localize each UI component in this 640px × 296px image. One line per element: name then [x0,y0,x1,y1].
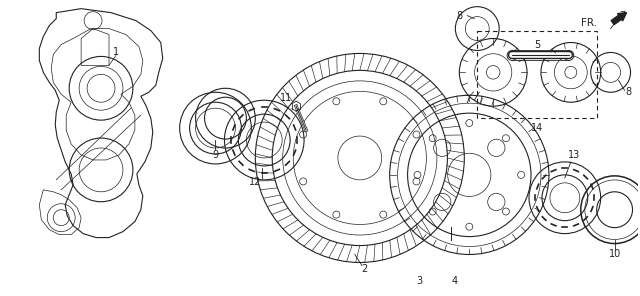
Text: 4: 4 [451,276,458,286]
Text: 7: 7 [464,95,470,105]
Text: FR.: FR. [580,17,596,28]
Text: 9: 9 [212,150,218,160]
Text: 10: 10 [609,249,621,258]
Text: 8: 8 [625,87,632,97]
Text: 11: 11 [280,93,292,103]
Bar [477,30,596,118]
Text: 8: 8 [456,11,463,21]
Text: 7: 7 [620,11,626,21]
Text: 3: 3 [417,276,422,286]
Text: 2: 2 [362,264,368,274]
Text: 14: 14 [531,123,543,133]
Text: 1: 1 [113,47,119,57]
Text: 13: 13 [568,150,580,160]
FancyArrow shape [611,13,627,25]
Text: 12: 12 [249,177,262,187]
Text: 5: 5 [534,41,540,51]
